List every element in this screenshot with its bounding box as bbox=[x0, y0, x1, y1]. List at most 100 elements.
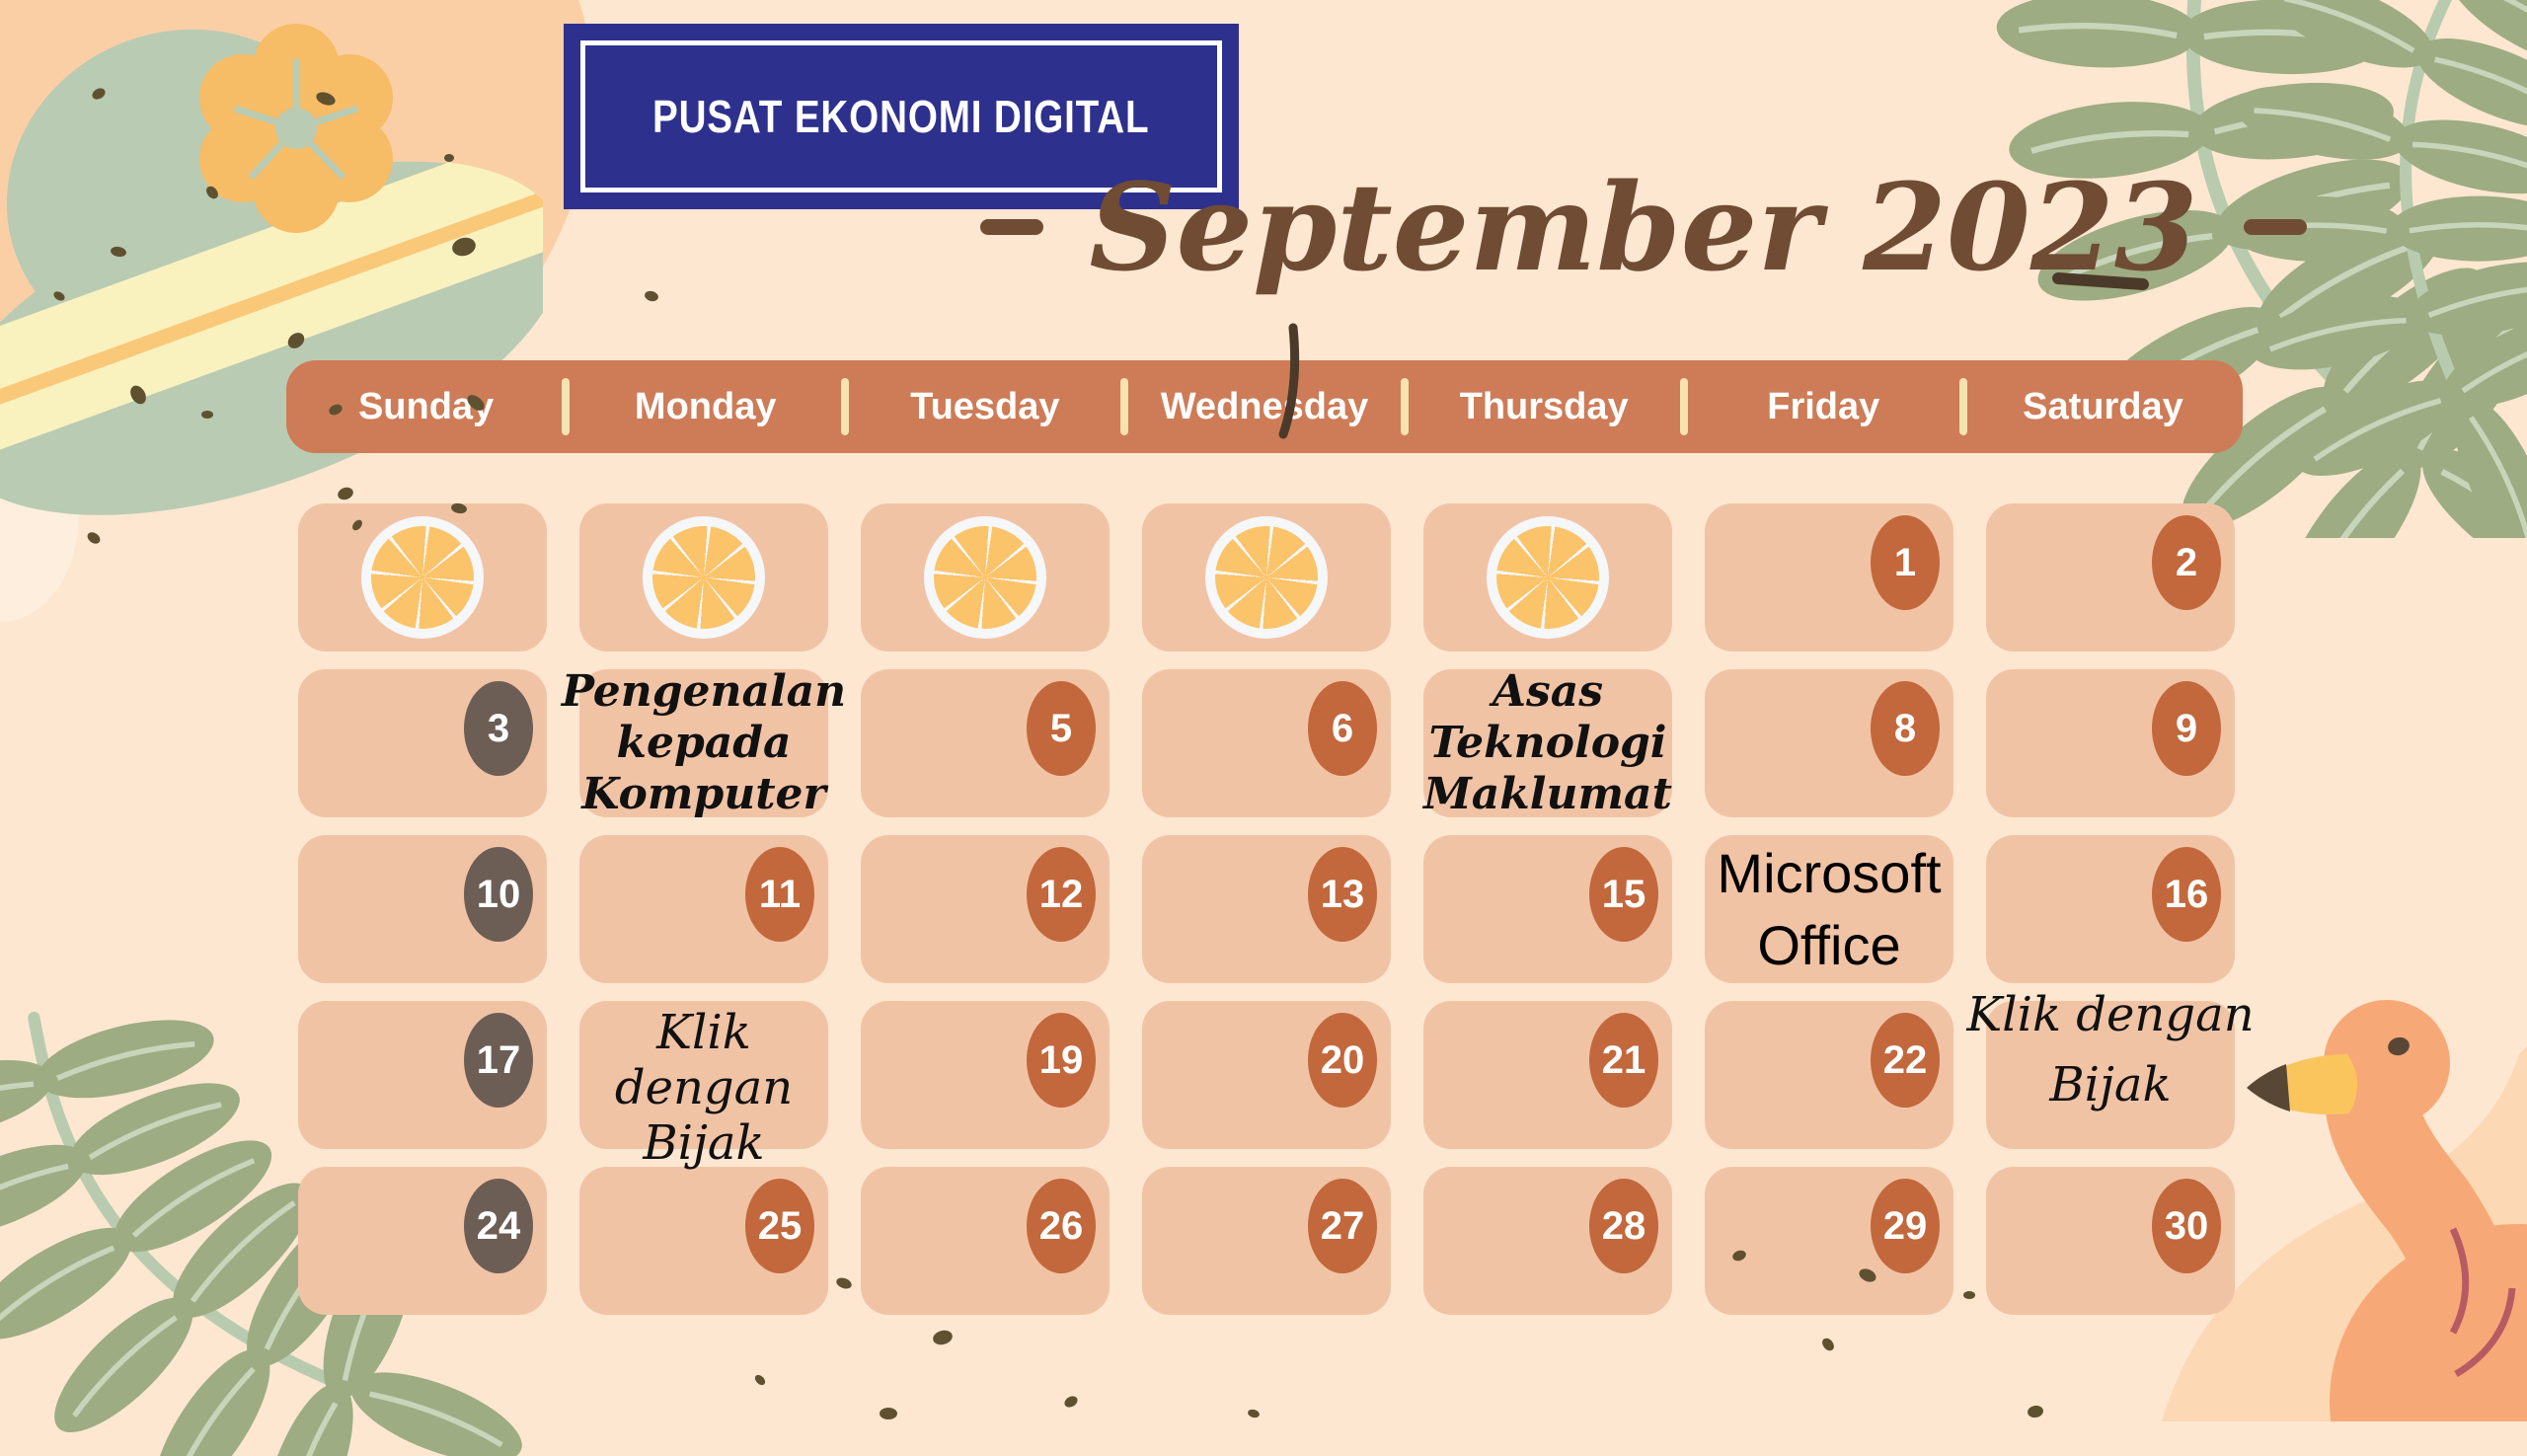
day-number-badge: 28 bbox=[1589, 1179, 1658, 1273]
day-cell: 22 bbox=[1705, 1001, 1953, 1149]
weekday-label-friday: Friday bbox=[1767, 385, 1880, 427]
day-number-badge: 24 bbox=[464, 1179, 533, 1273]
day-cell: Klik dengan Bijak bbox=[579, 1001, 828, 1171]
day-cell: Asas Teknologi Maklumat bbox=[1423, 666, 1672, 819]
day-cell: 2 bbox=[1986, 503, 2235, 651]
day-cell: 29 bbox=[1705, 1167, 1953, 1315]
day-cell: 12 bbox=[861, 835, 1110, 983]
weekday-divider bbox=[1120, 378, 1129, 435]
day-number-badge: 16 bbox=[2152, 847, 2221, 942]
event-line: Pengenalan kepada bbox=[561, 666, 847, 769]
day-cell bbox=[1423, 503, 1672, 651]
day-cell: 27 bbox=[1142, 1167, 1391, 1315]
orange-slice-icon bbox=[643, 516, 765, 639]
title-dash bbox=[980, 219, 1044, 235]
event-line: Office bbox=[1757, 914, 1901, 976]
day-number-badge: 6 bbox=[1308, 681, 1377, 776]
calendar-grid: 1 2 3 Pengenalan kepada Komputer 5 6 Asas Tekno… bbox=[298, 503, 2255, 1315]
day-cell: 1 bbox=[1705, 503, 1953, 651]
weekday-divider bbox=[1679, 378, 1688, 435]
month-title: September 2023 bbox=[980, 156, 2307, 298]
day-number-badge: 8 bbox=[1871, 681, 1940, 776]
title-dash bbox=[2243, 219, 2307, 235]
day-cell bbox=[579, 503, 828, 651]
day-number-badge: 21 bbox=[1589, 1013, 1658, 1108]
day-cell: 3 bbox=[298, 669, 547, 817]
event-label: Pengenalan kepada Komputer bbox=[490, 666, 917, 819]
event-label: Microsoft Office bbox=[1705, 835, 1953, 983]
event-line: Komputer bbox=[581, 768, 826, 819]
day-number-badge: 25 bbox=[745, 1179, 814, 1273]
hat-flower-icon bbox=[199, 24, 393, 233]
day-number-badge: 12 bbox=[1027, 847, 1096, 942]
day-cell: 21 bbox=[1423, 1001, 1672, 1149]
day-number-badge: 5 bbox=[1027, 681, 1096, 776]
day-number-badge: 9 bbox=[2152, 681, 2221, 776]
day-cell: 26 bbox=[861, 1167, 1110, 1315]
day-cell: 30 bbox=[1986, 1167, 2235, 1315]
day-cell: 11 bbox=[579, 835, 828, 983]
day-number-badge: 3 bbox=[464, 681, 533, 776]
day-cell: 9 bbox=[1986, 669, 2235, 817]
orange-slice-icon bbox=[1205, 516, 1328, 639]
day-number-badge: 27 bbox=[1308, 1179, 1377, 1273]
day-cell: 24 bbox=[298, 1167, 547, 1315]
day-number-badge: 13 bbox=[1308, 847, 1377, 942]
day-cell: 8 bbox=[1705, 669, 1953, 817]
weekday-header: Sunday Monday Tuesday Wednesday Thursday Frid… bbox=[286, 360, 2243, 453]
day-number-badge: 19 bbox=[1027, 1013, 1096, 1108]
day-cell: 19 bbox=[861, 1001, 1110, 1149]
event-label: Klik dengan Bijak bbox=[1896, 975, 2324, 1123]
day-number-badge: 2 bbox=[2152, 515, 2221, 610]
day-number-badge: 20 bbox=[1308, 1013, 1377, 1108]
day-cell: Microsoft Office bbox=[1705, 835, 1953, 983]
background-circle bbox=[0, 410, 79, 622]
event-line: Klik dengan bbox=[614, 1005, 794, 1115]
event-line: Asas Teknologi bbox=[1428, 666, 1667, 769]
weekday-divider bbox=[1400, 378, 1409, 435]
day-number-badge: 22 bbox=[1871, 1013, 1940, 1108]
day-cell: Pengenalan kepada Komputer bbox=[562, 666, 846, 819]
day-cell: 20 bbox=[1142, 1001, 1391, 1149]
day-cell: 28 bbox=[1423, 1167, 1672, 1315]
weekday-label-wednesday: Wednesday bbox=[1160, 385, 1369, 427]
weekday-label-thursday: Thursday bbox=[1459, 385, 1629, 427]
day-cell: Klik dengan Bijak bbox=[1966, 987, 2255, 1149]
banner-label: PUSAT EKONOMI DIGITAL bbox=[652, 91, 1150, 142]
day-cell: 13 bbox=[1142, 835, 1391, 983]
day-number-badge: 30 bbox=[2152, 1179, 2221, 1273]
event-label: Asas Teknologi Maklumat bbox=[1423, 666, 1672, 819]
orange-slice-icon bbox=[1487, 516, 1609, 639]
month-text: September 2023 bbox=[1089, 156, 2198, 298]
weekday-label-saturday: Saturday bbox=[2023, 385, 2183, 427]
event-line: Klik dengan bbox=[1966, 986, 2255, 1042]
org-banner: PUSAT EKONOMI DIGITAL bbox=[564, 24, 1239, 209]
event-line: Bijak bbox=[643, 1115, 765, 1171]
day-number-badge: 26 bbox=[1027, 1179, 1096, 1273]
day-cell bbox=[1142, 503, 1391, 651]
day-cell: 10 bbox=[298, 835, 547, 983]
day-cell bbox=[861, 503, 1110, 651]
day-cell: 6 bbox=[1142, 669, 1391, 817]
day-cell: 25 bbox=[579, 1167, 828, 1315]
day-number-badge: 29 bbox=[1871, 1179, 1940, 1273]
day-cell: 17 bbox=[298, 1001, 547, 1149]
event-label: Klik dengan Bijak bbox=[579, 1001, 828, 1171]
weekday-label-monday: Monday bbox=[634, 385, 777, 427]
day-number-badge: 1 bbox=[1871, 515, 1940, 610]
day-number-badge: 11 bbox=[745, 847, 814, 942]
weekday-divider bbox=[841, 378, 850, 435]
weekday-label-sunday: Sunday bbox=[357, 385, 495, 427]
day-number-badge: 17 bbox=[464, 1013, 533, 1108]
day-cell: 5 bbox=[861, 669, 1110, 817]
day-cell: 16 bbox=[1986, 835, 2235, 983]
event-line: Bijak bbox=[2049, 1056, 2172, 1112]
event-line: Microsoft bbox=[1717, 842, 1942, 904]
orange-slice-icon bbox=[924, 516, 1046, 639]
event-line: Maklumat bbox=[1423, 768, 1672, 819]
weekday-label-tuesday: Tuesday bbox=[910, 385, 1060, 427]
orange-slice-icon bbox=[361, 516, 484, 639]
day-cell: 15 bbox=[1423, 835, 1672, 983]
day-cell bbox=[298, 503, 547, 651]
flamingo-eye-icon bbox=[2388, 1036, 2410, 1056]
